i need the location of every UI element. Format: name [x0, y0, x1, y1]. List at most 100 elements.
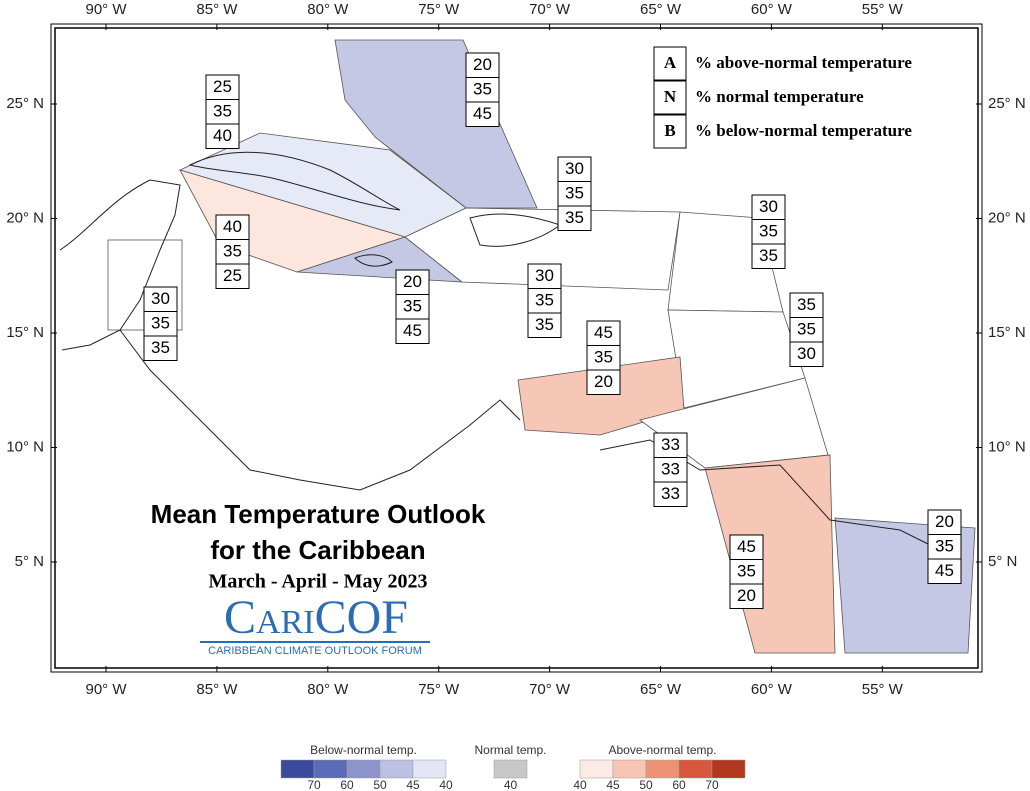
colorbar-swatch	[493, 759, 528, 779]
prob-value: 20	[473, 55, 492, 74]
prob-value: 35	[565, 183, 584, 202]
prob-cell	[586, 345, 621, 371]
prob-value: 45	[737, 537, 756, 556]
prob-value: 35	[223, 241, 242, 260]
colorbar-swatch	[678, 759, 713, 779]
lon-label: 65° W	[640, 681, 682, 698]
colorbar-tick: 45	[606, 778, 620, 791]
lon-label: 75° W	[418, 1, 460, 18]
lon-label: 90° W	[85, 681, 127, 698]
prob-value: 35	[151, 313, 170, 332]
prob-cell	[789, 292, 824, 318]
prob-value: 33	[661, 484, 680, 503]
prob-value: 35	[797, 319, 816, 338]
prob-cell	[465, 77, 500, 103]
prob-value: 35	[535, 290, 554, 309]
lon-label: 65° W	[640, 1, 682, 18]
prob-cell	[215, 263, 250, 289]
prob-value: 45	[473, 104, 492, 123]
colorbar-swatch	[579, 759, 614, 779]
prob-cell	[527, 312, 562, 338]
prob-cell	[927, 534, 962, 560]
key-letter: N	[664, 87, 677, 106]
prob-value: 45	[935, 561, 954, 580]
prob-value: 35	[403, 296, 422, 315]
prob-value: 35	[535, 315, 554, 334]
prob-value: 35	[565, 208, 584, 227]
prob-cell	[927, 558, 962, 584]
jamaica-outline	[354, 254, 393, 267]
colorbar-swatch	[280, 759, 315, 779]
colorbar-label: Above-normal temp.	[608, 743, 716, 757]
prob-cell	[465, 52, 500, 78]
prob-cell	[653, 432, 688, 458]
key-letter: A	[664, 53, 677, 72]
prob-cell	[729, 559, 764, 585]
colorbar-swatch	[711, 759, 746, 779]
prob-value: 35	[594, 347, 613, 366]
prob-value: 35	[473, 79, 492, 98]
lon-label: 80° W	[307, 681, 349, 698]
prob-value: 35	[759, 221, 778, 240]
logo-name: CariCOF	[224, 591, 408, 644]
logo-rule	[200, 641, 430, 643]
prob-cell	[557, 181, 592, 207]
key-box	[653, 80, 687, 115]
prob-value: 33	[661, 435, 680, 454]
lat-label: 20° N	[6, 209, 44, 226]
colorbar-tick: 40	[504, 778, 518, 791]
lon-label: 55° W	[862, 1, 904, 18]
prob-value: 35	[797, 295, 816, 314]
prob-cell	[205, 99, 240, 125]
prob-value: 35	[737, 561, 756, 580]
lon-label: 60° W	[751, 1, 793, 18]
lon-label: 90° W	[85, 1, 127, 18]
lat-label: 15° N	[988, 324, 1026, 341]
lon-label: 85° W	[196, 681, 238, 698]
logo-tagline: CARIBBEAN CLIMATE OUTLOOK FORUM	[208, 645, 422, 657]
prob-cell	[395, 318, 430, 344]
lat-label: 5° N	[988, 553, 1017, 570]
key-box	[653, 46, 687, 81]
colorbar-swatch	[645, 759, 680, 779]
colorbar-tick: 70	[705, 778, 719, 791]
key-text: % below-normal temperature	[695, 121, 912, 140]
colorbar-label: Normal temp.	[474, 743, 546, 757]
prob-value: 25	[223, 266, 242, 285]
prob-cell	[789, 317, 824, 343]
key-text: % above-normal temperature	[695, 53, 912, 72]
colorbar-tick: 40	[439, 778, 453, 791]
prob-cell	[751, 243, 786, 269]
map-subtitle: for the Caribbean	[210, 535, 425, 565]
prob-cell	[557, 205, 592, 231]
key-text: % normal temperature	[695, 87, 864, 106]
colorbar-tick: 40	[573, 778, 587, 791]
map-title: Mean Temperature Outlook	[151, 499, 486, 529]
prob-cell	[527, 288, 562, 314]
prob-cell	[527, 263, 562, 289]
prob-cell	[927, 509, 962, 535]
lat-label: 20° N	[988, 209, 1026, 226]
colorbar-tick: 50	[639, 778, 653, 791]
prob-cell	[586, 320, 621, 346]
region-abc	[517, 356, 685, 436]
lat-label: 10° N	[6, 438, 44, 455]
prob-value: 40	[223, 217, 242, 236]
lon-label: 55° W	[862, 681, 904, 698]
colorbar-tick: 50	[373, 778, 387, 791]
prob-cell	[729, 583, 764, 609]
lat-label: 5° N	[15, 553, 44, 570]
prob-cell	[215, 214, 250, 240]
colorbar-swatch	[313, 759, 348, 779]
prob-cell	[586, 369, 621, 395]
colorbar-tick: 60	[672, 778, 686, 791]
lat-label: 25° N	[6, 95, 44, 112]
prob-cell	[205, 74, 240, 100]
colorbar-label: Below-normal temp.	[310, 743, 417, 757]
colorbar-swatch	[379, 759, 414, 779]
lat-label: 15° N	[6, 324, 44, 341]
prob-value: 20	[935, 512, 954, 531]
outer-frame	[50, 23, 983, 673]
prob-cell	[751, 194, 786, 220]
